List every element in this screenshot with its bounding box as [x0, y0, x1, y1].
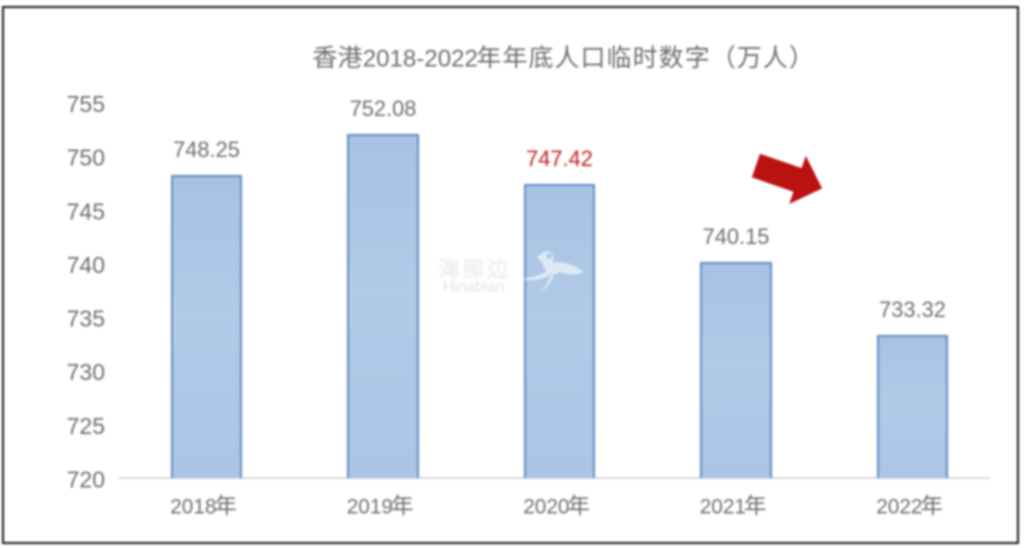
svg-text:730: 730 [67, 359, 105, 385]
svg-text:2018: 2018 [170, 496, 216, 519]
svg-text:747.42: 747.42 [526, 146, 593, 171]
svg-text:2019: 2019 [347, 496, 393, 519]
svg-text:745: 745 [67, 198, 105, 224]
svg-text:750: 750 [67, 145, 105, 171]
svg-text:Hinabian: Hinabian [443, 278, 505, 295]
svg-text:2021: 2021 [700, 496, 746, 519]
svg-text:733.32: 733.32 [879, 297, 946, 322]
svg-text:720: 720 [67, 466, 105, 492]
svg-text:2020: 2020 [523, 496, 569, 519]
svg-text:735: 735 [67, 306, 105, 332]
svg-text:725: 725 [67, 413, 105, 439]
svg-text:740.15: 740.15 [703, 224, 770, 249]
svg-text:752.08: 752.08 [350, 96, 417, 121]
svg-text:2022: 2022 [876, 496, 922, 519]
svg-text:2018-2022: 2018-2022 [363, 45, 478, 72]
svg-text:755: 755 [67, 91, 105, 117]
svg-text:740: 740 [67, 252, 105, 278]
svg-text:748.25: 748.25 [173, 137, 240, 162]
